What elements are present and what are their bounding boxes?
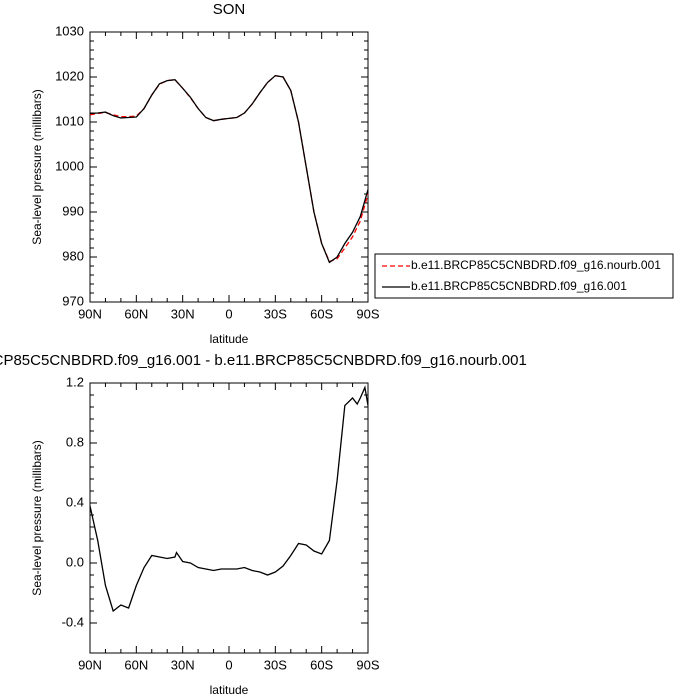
y-tick-label: 970	[62, 293, 84, 308]
y-tick-label: 0.0	[66, 554, 84, 569]
x-tick-label: 30S	[264, 657, 287, 672]
x-tick-label: 90N	[78, 657, 102, 672]
x-tick-label: 60N	[124, 657, 148, 672]
y-axis-label: Sea-level pressure (millibars)	[30, 440, 44, 595]
x-tick-label: 30N	[171, 306, 195, 321]
x-tick-label: 60S	[310, 657, 333, 672]
y-tick-label: 990	[62, 203, 84, 218]
y-tick-label: 1020	[55, 68, 84, 83]
x-tick-label: 60N	[124, 306, 148, 321]
x-tick-label: 30S	[264, 306, 287, 321]
y-tick-label: 1.2	[66, 374, 84, 389]
y-tick-label: 0.4	[66, 494, 84, 509]
y-tick-label: 1000	[55, 158, 84, 173]
legend-box	[374, 253, 674, 299]
y-tick-label: -0.4	[62, 614, 84, 629]
x-axis-label: latitude	[210, 683, 249, 697]
x-tick-label: 60S	[310, 306, 333, 321]
x-tick-label: 0	[225, 306, 232, 321]
x-tick-label: 0	[225, 657, 232, 672]
data-line	[89, 74, 369, 263]
legend-label: b.e11.BRCP85C5CNBDRD.f09_g16.001	[411, 279, 627, 293]
x-tick-label: 90S	[356, 657, 379, 672]
data-line	[89, 385, 369, 613]
y-tick-label: 0.8	[66, 434, 84, 449]
legend-label: b.e11.BRCP85C5CNBDRD.f09_g16.nourb.001	[411, 258, 661, 272]
data-line	[89, 74, 369, 264]
plot-frame	[89, 382, 369, 654]
x-tick-label: 30N	[171, 657, 195, 672]
plot-frame	[89, 31, 369, 303]
x-tick-label: 90S	[356, 306, 379, 321]
x-axis-label: latitude	[210, 332, 249, 346]
y-axis-label: Sea-level pressure (millibars)	[30, 89, 44, 244]
y-tick-label: 1010	[55, 113, 84, 128]
y-tick-label: 980	[62, 248, 84, 263]
chart-title: b.e11.BRCP85C5CNBDRD.f09_g16.001 - b.e11…	[0, 352, 527, 369]
y-tick-label: 1030	[55, 23, 84, 38]
chart-title: SON	[213, 1, 246, 18]
x-tick-label: 90N	[78, 306, 102, 321]
